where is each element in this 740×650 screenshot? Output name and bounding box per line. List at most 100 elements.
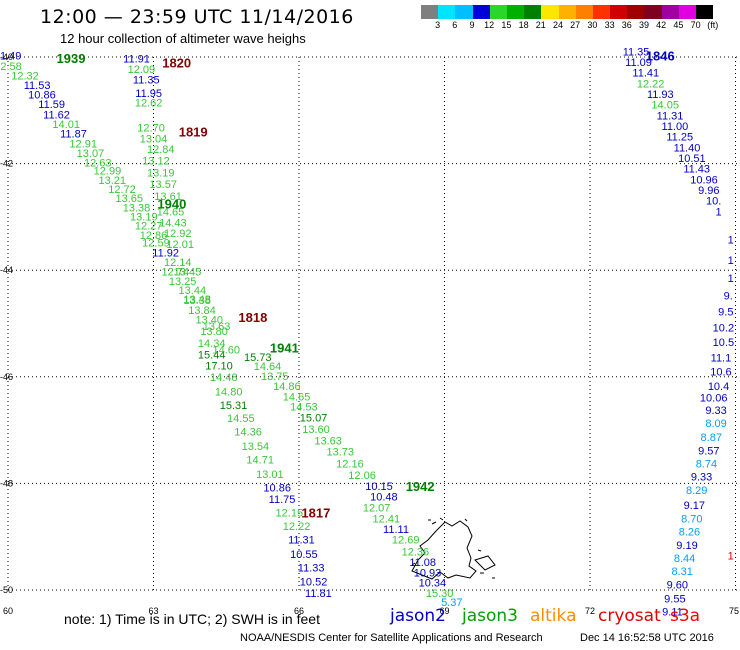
- wave-height-value: 9.5: [718, 307, 733, 319]
- wave-height-value: 14.60: [212, 344, 240, 356]
- credit-text: NOAA/NESDIS Center for Satellite Applica…: [240, 632, 543, 644]
- legend-label: 45: [673, 20, 684, 30]
- wave-height-value: 13.54: [242, 441, 270, 453]
- legend-swatch: [438, 5, 456, 19]
- wave-height-value: 14.43: [159, 217, 187, 229]
- wave-height-value: 11.08: [409, 557, 436, 569]
- wave-height-value: 12.01: [166, 239, 194, 251]
- wave-height-value: 11.1: [711, 352, 732, 364]
- latitude-label: -44: [0, 265, 13, 275]
- wave-height-value: 9.55: [664, 593, 685, 605]
- wave-height-value: 13.44: [179, 285, 207, 297]
- wave-height-tracks: 11.4912.5812.3211.5310.8611.5911.6214.01…: [0, 46, 734, 618]
- legend-swatch: [472, 5, 490, 19]
- legend-swatch: [644, 5, 662, 19]
- legend-swatch: [524, 5, 542, 19]
- wave-height-value: 11.31: [657, 110, 684, 122]
- wave-height-value: 12.07: [363, 503, 391, 515]
- wave-height-value: 12.06: [348, 470, 376, 482]
- wave-height-value: 13.04: [140, 133, 168, 145]
- wave-height-value: 10.5: [713, 337, 734, 349]
- wave-height-value: 9.17: [684, 500, 705, 512]
- legend-label: 15: [501, 20, 512, 30]
- wave-height-value: 12.92: [164, 228, 192, 240]
- map-subtitle: 12 hour collection of altimeter wave hei…: [60, 31, 306, 46]
- wave-height-value: 13.57: [149, 179, 177, 191]
- wave-height-value: 13.45: [174, 267, 202, 279]
- wave-height-value: 10.6: [710, 367, 731, 379]
- wave-height-value: 13.38: [123, 203, 151, 215]
- longitude-label: 75: [729, 606, 739, 616]
- wave-height-value: 11.62: [43, 109, 70, 121]
- axis-labels: 60 63 66 69 72 75 -40 -42 -44 -46 -48 -50: [0, 52, 739, 616]
- legend-label: 30: [587, 20, 598, 30]
- wave-height-value: 11.53: [24, 80, 51, 92]
- wave-height-value: 11.49: [0, 51, 21, 63]
- wave-height-value: 8.74: [696, 458, 717, 470]
- latitude-label: -42: [0, 159, 13, 169]
- wave-height-value: 13.75: [261, 371, 289, 383]
- wave-height-value: 12.16: [336, 458, 364, 470]
- wave-height-value: 12.91: [69, 139, 97, 151]
- legend-swatch: [592, 5, 611, 19]
- legend-label: 3: [435, 20, 441, 30]
- wave-height-value: 10.4: [708, 381, 729, 393]
- wave-height-value: 1: [728, 551, 734, 563]
- wave-height-value: 11.91: [123, 53, 150, 65]
- legend-swatch: [421, 5, 439, 19]
- wave-height-value: 14.71: [246, 455, 274, 467]
- wave-height-value: 11.41: [632, 68, 659, 80]
- wave-height-value: 9.19: [676, 540, 697, 552]
- wave-height-value: 9.33: [691, 472, 712, 484]
- wave-height-value: 1: [728, 255, 734, 267]
- wave-height-value: 12.70: [137, 123, 165, 135]
- wave-height-value: 8.70: [681, 513, 702, 525]
- wave-height-value: 15.31: [220, 400, 248, 412]
- wave-height-value: 13.63: [314, 435, 342, 447]
- wave-height-value: 10.48: [370, 491, 398, 503]
- wave-height-value: 9.57: [698, 446, 719, 458]
- wave-height-value: 13.12: [142, 156, 170, 168]
- wave-height-value: 12.59: [142, 238, 170, 250]
- wave-height-value: 12.09: [128, 64, 156, 76]
- wave-height-value: 10.96: [690, 174, 718, 186]
- wave-height-value: 10.06: [700, 392, 728, 404]
- wave-height-value: 15.07: [300, 413, 328, 425]
- wave-height-value: 11.93: [647, 89, 674, 101]
- legend-swatch: [610, 5, 628, 19]
- wave-height-value: 14.64: [254, 361, 282, 373]
- legend-swatch: [541, 5, 559, 19]
- wave-height-value: 11.92: [152, 247, 179, 259]
- footer-credit: NOAA/NESDIS Center for Satellite Applica…: [240, 632, 714, 644]
- wave-height-value: 13.19: [147, 167, 175, 179]
- wave-height-value: 10.15: [365, 481, 393, 493]
- grid-lines: [7, 56, 737, 591]
- legend-label: 9: [469, 20, 475, 30]
- wave-height-value: 11.25: [666, 132, 693, 144]
- pass-number-label: 1846: [646, 48, 675, 63]
- wave-height-value: 14.48: [210, 372, 238, 384]
- wave-height-value: 14.01: [52, 119, 80, 131]
- legend-swatch: [627, 5, 645, 19]
- wave-height-value: 9.60: [667, 579, 688, 591]
- wave-height-value: 9.11: [662, 607, 683, 619]
- wave-height-value: 14.55: [227, 413, 255, 425]
- wave-height-value: 11.87: [60, 128, 87, 140]
- pass-number-label: 1817: [301, 506, 330, 521]
- legend-swatch: [455, 5, 473, 19]
- legend-swatch: [489, 5, 507, 19]
- legend-swatch: [661, 5, 679, 19]
- satellite-jason3: jason3: [462, 606, 518, 626]
- wave-height-value: 9.33: [705, 405, 726, 417]
- wave-height-value: 14.86: [273, 381, 301, 393]
- wave-height-value: 13.07: [77, 148, 105, 160]
- units-note: note: 1) Time is in UTC; 2) SWH is in fe…: [64, 611, 320, 627]
- legend-label: 42: [656, 20, 667, 30]
- wave-height-value: 12.69: [392, 535, 420, 547]
- wave-height-value: 10.2: [713, 322, 734, 334]
- legend-label: 21: [535, 20, 546, 30]
- wave-height-value: 13.25: [169, 276, 197, 288]
- wave-height-value: 12.27: [135, 221, 163, 233]
